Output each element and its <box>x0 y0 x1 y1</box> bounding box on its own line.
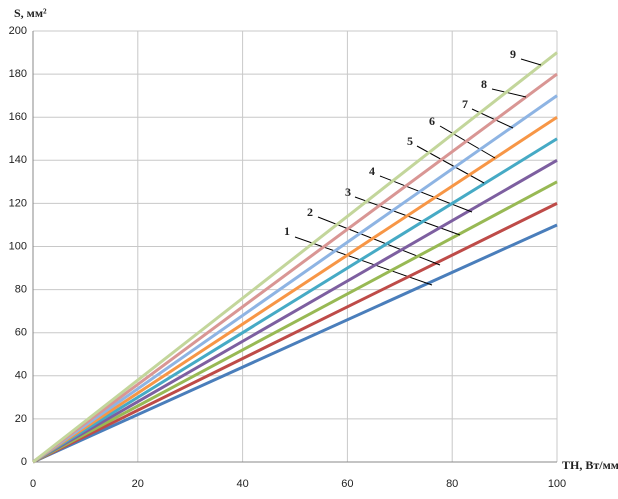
y-tick-label: 120 <box>9 197 27 209</box>
series-line <box>32 137 558 464</box>
series-line <box>32 72 558 464</box>
series-label: 8 <box>481 77 487 91</box>
y-tick-label: 180 <box>9 68 27 80</box>
x-axis-label: TH, Вт/мм² <box>562 458 618 472</box>
series-label: 9 <box>510 47 516 61</box>
y-tick-label: 40 <box>15 370 27 382</box>
y-tick-label: 0 <box>21 456 27 468</box>
series-line <box>32 202 558 464</box>
leader-line <box>379 175 473 213</box>
x-tick-label: 80 <box>446 478 458 490</box>
x-tick-label: 60 <box>341 478 353 490</box>
y-tick-label: 160 <box>9 111 27 123</box>
series-line <box>32 159 558 464</box>
series-label: 6 <box>429 114 435 128</box>
y-axis-label: S, мм² <box>14 6 47 20</box>
y-tick-label: 80 <box>15 284 27 296</box>
y-tick-label: 200 <box>9 25 27 37</box>
y-tick-label: 20 <box>15 413 27 425</box>
x-tick-label: 100 <box>548 478 566 490</box>
series-line <box>32 223 558 464</box>
series-label: 4 <box>369 164 375 178</box>
series-label: 2 <box>307 205 313 219</box>
y-tick-label: 140 <box>9 154 27 166</box>
x-tick-label: 40 <box>236 478 248 490</box>
series-line <box>32 115 558 464</box>
series-label: 5 <box>407 134 413 148</box>
series-line <box>32 51 558 464</box>
series-label: 3 <box>345 185 351 199</box>
series-label: 1 <box>284 224 290 238</box>
series-line <box>32 94 558 464</box>
leader-line <box>520 58 542 66</box>
y-tick-label: 60 <box>15 327 27 339</box>
y-tick-label: 100 <box>9 240 27 252</box>
series-line <box>32 180 558 464</box>
x-tick-label: 20 <box>132 478 144 490</box>
x-tick-label: 0 <box>30 478 36 490</box>
series-label: 7 <box>462 97 468 111</box>
leader-line <box>491 88 527 98</box>
